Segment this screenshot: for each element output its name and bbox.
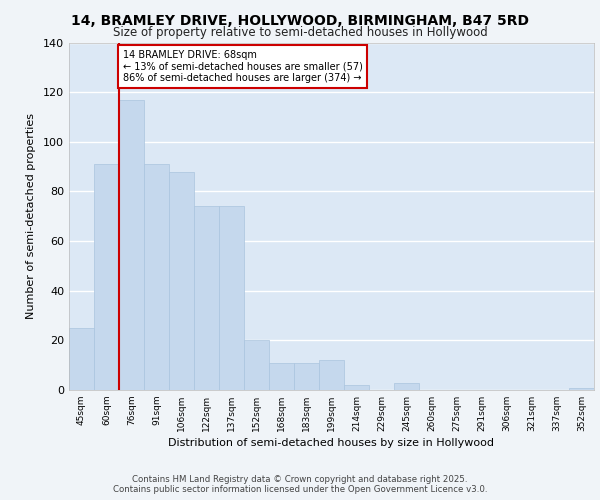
Bar <box>394 382 419 390</box>
Bar <box>144 164 169 390</box>
Bar <box>344 385 369 390</box>
Bar <box>69 328 94 390</box>
Text: Size of property relative to semi-detached houses in Hollywood: Size of property relative to semi-detach… <box>113 26 487 39</box>
Text: 14 BRAMLEY DRIVE: 68sqm
← 13% of semi-detached houses are smaller (57)
86% of se: 14 BRAMLEY DRIVE: 68sqm ← 13% of semi-de… <box>123 50 362 83</box>
Bar <box>119 100 144 390</box>
Bar <box>294 362 319 390</box>
Bar <box>219 206 244 390</box>
X-axis label: Distribution of semi-detached houses by size in Hollywood: Distribution of semi-detached houses by … <box>169 438 494 448</box>
Bar <box>319 360 344 390</box>
Bar <box>569 388 594 390</box>
Y-axis label: Number of semi-detached properties: Number of semi-detached properties <box>26 114 36 320</box>
Bar <box>194 206 219 390</box>
Bar <box>269 362 294 390</box>
Text: 14, BRAMLEY DRIVE, HOLLYWOOD, BIRMINGHAM, B47 5RD: 14, BRAMLEY DRIVE, HOLLYWOOD, BIRMINGHAM… <box>71 14 529 28</box>
Text: Contains HM Land Registry data © Crown copyright and database right 2025.
Contai: Contains HM Land Registry data © Crown c… <box>113 474 487 494</box>
Bar <box>244 340 269 390</box>
Bar <box>169 172 194 390</box>
Bar <box>94 164 119 390</box>
